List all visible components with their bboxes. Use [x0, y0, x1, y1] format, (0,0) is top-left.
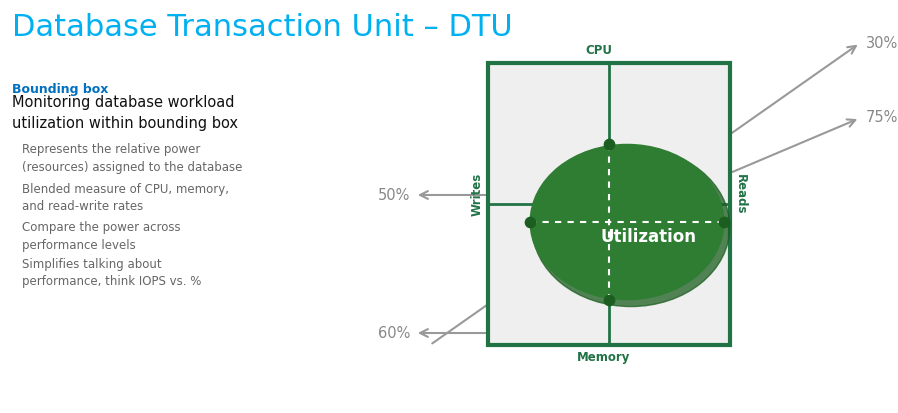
Point — [717, 219, 731, 225]
Point — [602, 296, 616, 303]
Text: Simplifies talking about
performance, think IOPS vs. %: Simplifies talking about performance, th… — [22, 258, 201, 289]
Text: Database Transaction Unit – DTU: Database Transaction Unit – DTU — [12, 13, 513, 42]
Text: CPU: CPU — [585, 44, 612, 57]
Point — [602, 141, 616, 148]
Text: 60%: 60% — [378, 325, 410, 340]
Text: 30%: 30% — [866, 36, 898, 50]
Point — [523, 219, 537, 225]
Ellipse shape — [533, 147, 730, 306]
Text: Bounding box: Bounding box — [12, 83, 109, 96]
Text: Represents the relative power
(resources) assigned to the database: Represents the relative power (resources… — [22, 143, 242, 173]
Text: Memory: Memory — [577, 351, 630, 364]
Bar — [488, 63, 730, 345]
Text: Writes: Writes — [471, 172, 484, 216]
Ellipse shape — [530, 145, 724, 299]
Text: 50%: 50% — [378, 188, 410, 202]
Text: Compare the power across
performance levels: Compare the power across performance lev… — [22, 221, 180, 252]
Text: Monitoring database workload
utilization within bounding box: Monitoring database workload utilization… — [12, 95, 238, 131]
Text: Utilization: Utilization — [601, 228, 697, 246]
Text: Blended measure of CPU, memory,
and read-write rates: Blended measure of CPU, memory, and read… — [22, 183, 229, 214]
Text: 75%: 75% — [866, 111, 898, 126]
Text: Reads: Reads — [734, 174, 747, 214]
